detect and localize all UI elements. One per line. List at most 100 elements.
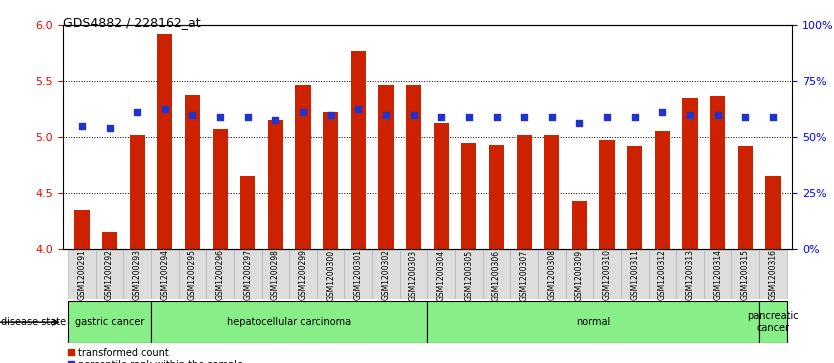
Text: pancreatic
cancer: pancreatic cancer (747, 311, 799, 333)
Bar (372, 250, 399, 299)
Text: GSM1200315: GSM1200315 (741, 249, 750, 301)
Text: GSM1200301: GSM1200301 (354, 249, 363, 301)
Bar (427, 301, 759, 343)
Text: GSM1200303: GSM1200303 (409, 249, 418, 301)
Text: GSM1200316: GSM1200316 (768, 249, 777, 301)
Point (766, 114, 780, 120)
Bar (129, 135, 145, 249)
Bar (323, 113, 339, 249)
Bar (289, 250, 317, 299)
Bar (68, 301, 151, 343)
Bar (572, 201, 587, 249)
Bar (655, 131, 670, 249)
Point (462, 114, 475, 120)
Text: GSM1200312: GSM1200312 (658, 249, 667, 301)
Bar (213, 129, 228, 249)
Bar (759, 250, 786, 299)
Text: gastric cancer: gastric cancer (75, 317, 144, 327)
Bar (268, 120, 283, 249)
Bar (151, 301, 427, 343)
Point (214, 114, 227, 120)
Bar (178, 250, 206, 299)
Text: GSM1200305: GSM1200305 (465, 249, 474, 301)
Bar (295, 85, 310, 249)
Bar (427, 250, 455, 299)
Point (324, 112, 337, 118)
Bar (123, 250, 151, 299)
Point (683, 112, 696, 118)
Bar (351, 51, 366, 249)
Point (241, 114, 254, 120)
Point (407, 112, 420, 118)
Point (628, 114, 641, 120)
Bar (234, 250, 262, 299)
Bar (489, 145, 504, 249)
Bar (600, 140, 615, 249)
Text: GSM1200307: GSM1200307 (520, 249, 529, 301)
Text: GSM1200297: GSM1200297 (244, 249, 252, 301)
Text: GSM1200306: GSM1200306 (492, 249, 501, 301)
Bar (710, 96, 726, 249)
Bar (621, 250, 649, 299)
Text: normal: normal (576, 317, 610, 327)
Bar (158, 34, 173, 249)
Bar (102, 232, 117, 249)
Point (518, 114, 531, 120)
Bar (434, 123, 449, 249)
Text: GSM1200300: GSM1200300 (326, 249, 335, 301)
Text: hepatocellular carcinoma: hepatocellular carcinoma (227, 317, 351, 327)
Bar (627, 146, 642, 249)
Text: GSM1200292: GSM1200292 (105, 249, 114, 301)
Point (435, 114, 448, 120)
Text: GSM1200295: GSM1200295 (188, 249, 197, 301)
Text: GSM1200298: GSM1200298 (271, 249, 280, 301)
Bar (379, 85, 394, 249)
Point (352, 106, 365, 112)
Bar (151, 250, 178, 299)
Bar (682, 98, 697, 249)
Point (186, 112, 199, 118)
Text: GSM1200296: GSM1200296 (216, 249, 224, 301)
Text: GSM1200291: GSM1200291 (78, 249, 87, 301)
Bar (516, 135, 532, 249)
Text: GSM1200313: GSM1200313 (686, 249, 695, 301)
Bar (68, 250, 96, 299)
Bar (96, 250, 123, 299)
Point (573, 120, 586, 126)
Bar (649, 250, 676, 299)
Text: GSM1200294: GSM1200294 (160, 249, 169, 301)
Point (103, 125, 116, 131)
Bar (399, 250, 427, 299)
Point (656, 110, 669, 115)
Bar (565, 250, 593, 299)
Point (600, 114, 614, 120)
Text: GSM1200308: GSM1200308 (547, 249, 556, 301)
Bar (593, 250, 621, 299)
Bar (545, 135, 560, 249)
Text: GSM1200302: GSM1200302 (381, 249, 390, 301)
Bar (262, 250, 289, 299)
Point (545, 114, 559, 120)
Bar (344, 250, 372, 299)
Point (75, 123, 88, 129)
Legend: transformed count, percentile rank within the sample: transformed count, percentile rank withi… (68, 348, 243, 363)
Bar (538, 250, 565, 299)
Point (158, 106, 172, 112)
Bar (676, 250, 704, 299)
Bar (206, 250, 234, 299)
Point (379, 112, 393, 118)
Bar (738, 146, 753, 249)
Bar (483, 250, 510, 299)
Bar (731, 250, 759, 299)
Bar (406, 85, 421, 249)
Bar (704, 250, 731, 299)
Bar (759, 301, 786, 343)
Text: GSM1200309: GSM1200309 (575, 249, 584, 301)
Text: disease state: disease state (1, 317, 66, 327)
Text: GSM1200304: GSM1200304 (437, 249, 445, 301)
Text: GSM1200314: GSM1200314 (713, 249, 722, 301)
Bar (185, 95, 200, 249)
Bar (766, 176, 781, 249)
Point (711, 112, 725, 118)
Point (130, 110, 143, 115)
